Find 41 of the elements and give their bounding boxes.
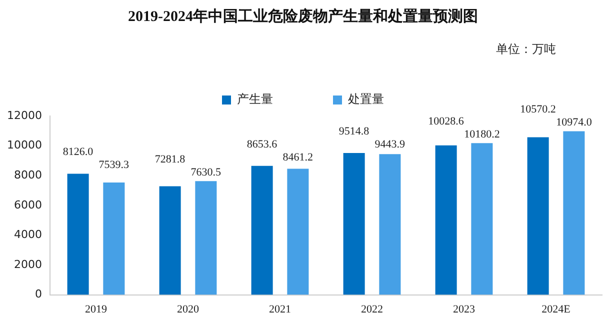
bar — [343, 153, 365, 295]
y-tick-label: 12000 — [6, 108, 42, 122]
x-tick-label: 2023 — [453, 303, 476, 316]
legend-label: 产生量 — [237, 92, 273, 106]
bar — [527, 137, 549, 295]
data-label: 9514.8 — [338, 125, 370, 138]
y-tick-label: 2000 — [14, 258, 42, 271]
data-label: 10028.6 — [428, 116, 464, 128]
chart-title: 2019-2024年中国工业危险废物产生量和处置量预测图 — [128, 6, 478, 25]
y-tick-label: 0 — [34, 288, 42, 301]
bar — [195, 181, 217, 295]
data-label: 7281.8 — [154, 153, 186, 166]
text: 单位：万吨 — [496, 42, 556, 56]
data-label: 7630.5 — [190, 166, 222, 178]
bar — [67, 174, 89, 295]
bar — [435, 145, 457, 295]
bar — [159, 186, 181, 295]
bar — [379, 154, 401, 295]
bar — [103, 182, 125, 295]
x-tick-label: 2024E — [542, 303, 571, 316]
y-tick-label: 4000 — [14, 228, 42, 242]
bar — [471, 143, 493, 295]
data-label: 7539.3 — [98, 159, 130, 172]
data-label: 10570.2 — [520, 104, 556, 116]
legend-label: 处置量 — [348, 92, 384, 106]
y-tick-label: 8000 — [14, 168, 42, 182]
data-label: 8126.0 — [62, 146, 94, 158]
y-tick-label: 10000 — [6, 138, 42, 152]
x-tick-label: 2019 — [84, 303, 108, 316]
data-label: 10974.0 — [556, 116, 592, 129]
data-label: 10180.2 — [464, 128, 500, 141]
data-label: 8653.6 — [246, 138, 278, 150]
data-label: 8461.2 — [282, 151, 314, 164]
x-tick-label: 2020 — [176, 303, 200, 316]
x-tick-label: 2021 — [268, 303, 291, 316]
bar — [251, 166, 273, 295]
bar — [287, 168, 309, 295]
x-tick-label: 2022 — [360, 303, 383, 316]
data-label: 9443.9 — [374, 138, 406, 150]
y-tick-label: 6000 — [14, 198, 42, 212]
bar — [563, 131, 585, 295]
